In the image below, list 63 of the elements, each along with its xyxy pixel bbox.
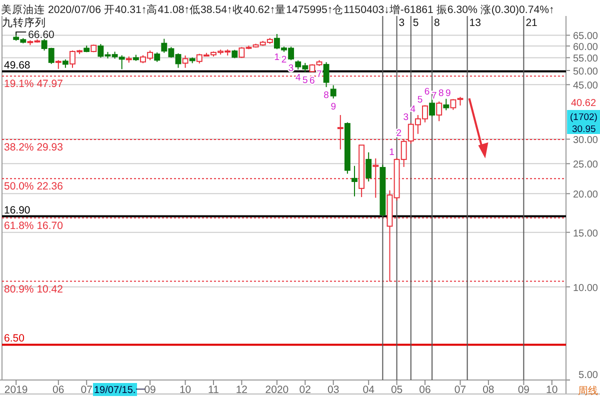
annotation: 66.60: [28, 28, 55, 41]
ref-line-label: 49.68: [4, 59, 30, 72]
x-tick-label: 06: [52, 384, 64, 396]
text: 30.95: [572, 124, 596, 135]
annotation: 1: [274, 52, 280, 64]
x-tick-label: 06: [419, 384, 431, 396]
x-tick-label: 02: [299, 384, 312, 396]
y-tick-label: 50.00: [572, 66, 598, 78]
y-tick-label: 55.00: [572, 54, 598, 65]
y-tick-label: 5.00: [578, 370, 598, 381]
ref-line-label: 3: [398, 17, 405, 29]
x-tick-label: 07: [454, 384, 466, 396]
ref-line-label: 6.50: [4, 332, 25, 345]
x-tick-label: 12: [236, 384, 248, 396]
annotation: 4: [295, 72, 301, 84]
ref-line-label: 80.9% 10.42: [4, 283, 64, 296]
text: (1702): [570, 112, 598, 123]
annotation: 8: [324, 90, 329, 102]
y-tick-label: 60.00: [572, 42, 598, 53]
ref-line-label: 13: [469, 17, 482, 29]
ref-line-label: 8: [434, 17, 440, 29]
text: 周线: [578, 385, 598, 397]
chart-subtitle: 九转序列: [2, 16, 46, 29]
ref-line-label: 16.90: [4, 204, 30, 216]
y-tick-label: 65.00: [572, 31, 598, 42]
annotation: 6: [424, 86, 430, 98]
x-tick-label: 05: [390, 384, 403, 396]
ref-line-label: 38.2% 29.93: [4, 141, 64, 154]
annotation: 9: [330, 101, 336, 112]
annotation: 2: [281, 54, 287, 66]
annotation: 1: [389, 146, 394, 158]
annotation: 6: [310, 75, 315, 86]
x-tick-label: 2020: [265, 384, 289, 396]
x-tick-label: 10: [179, 384, 192, 396]
annotation: 8: [438, 88, 444, 99]
chart-title: 美原油连 2020/07/06 开40.31↑高41.08↑低38.54↑收40.62↑量1475995↑仓1150403↓增-61861 振6.30% 涨(0.30)0.74%↑: [1, 3, 554, 16]
ref-line-label: 61.8% 16.70: [4, 220, 64, 232]
x-tick-label: 2019: [4, 384, 28, 396]
y-tick-label: 25.00: [572, 160, 598, 171]
text: 19/07/15.一: [94, 385, 146, 396]
annotation: 5: [417, 94, 423, 106]
annotation: 3: [403, 112, 409, 124]
ref-line-label: 19.1% 47.97: [4, 78, 64, 90]
annotation: 9: [446, 88, 451, 100]
x-tick-label: 09: [144, 384, 156, 396]
y-tick-label: 15.00: [572, 228, 598, 240]
ref-line-label: 50.0% 22.36: [4, 180, 64, 193]
ref-line-label: 21: [526, 17, 538, 29]
x-tick-label: 03: [328, 384, 340, 396]
x-tick-label: 04: [362, 384, 375, 396]
annotation: 5: [302, 75, 308, 86]
x-tick-label: 11: [208, 384, 220, 396]
x-tick-label: 08: [482, 384, 494, 396]
text: 40.62: [571, 98, 596, 109]
y-tick-label: 30.00: [572, 135, 598, 146]
x-tick-label: 10: [546, 384, 558, 396]
y-tick-label: 10.00: [572, 282, 598, 294]
x-tick-label: 07: [80, 384, 93, 396]
y-tick-label: 45.00: [572, 80, 598, 92]
x-tick-label: 09: [518, 384, 530, 396]
ref-line-label: 5: [412, 17, 419, 29]
annotation: 7: [316, 69, 322, 80]
y-tick-label: 20.00: [572, 190, 598, 201]
